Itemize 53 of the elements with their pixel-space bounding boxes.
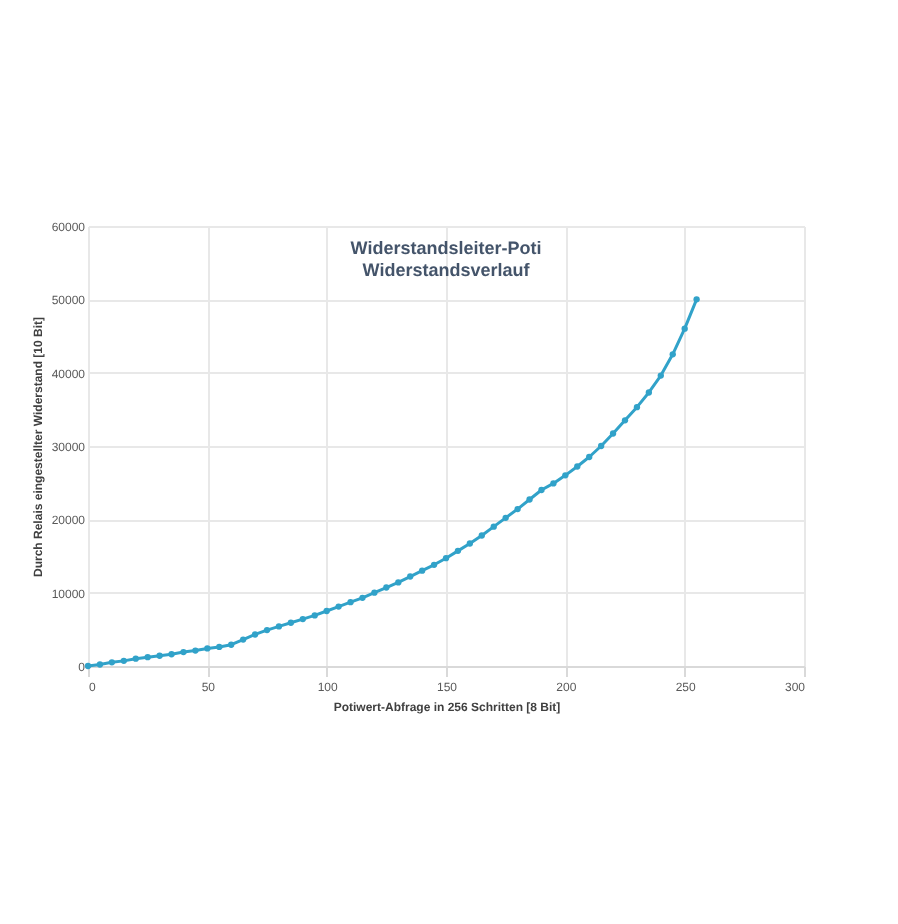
point	[287, 619, 295, 626]
point	[216, 643, 223, 651]
point	[96, 661, 104, 668]
point	[168, 651, 175, 658]
point	[335, 603, 342, 610]
point	[574, 463, 581, 470]
point	[132, 655, 139, 662]
point	[526, 496, 533, 503]
point	[120, 657, 127, 665]
point	[371, 589, 378, 596]
point	[657, 372, 664, 379]
point	[693, 296, 700, 303]
text: Widerstandsverlauf	[362, 260, 530, 280]
point	[562, 472, 569, 479]
point	[669, 351, 676, 358]
point	[395, 579, 402, 586]
point	[144, 654, 151, 661]
point	[597, 442, 605, 450]
point	[192, 647, 199, 654]
point	[407, 573, 414, 580]
point	[156, 652, 163, 659]
point	[550, 480, 557, 487]
point	[514, 505, 521, 513]
point	[454, 547, 462, 555]
point	[490, 523, 497, 530]
point	[418, 567, 426, 574]
point	[383, 584, 390, 591]
point	[180, 648, 187, 656]
point	[347, 599, 354, 606]
point	[204, 645, 211, 652]
point	[239, 636, 247, 643]
point	[609, 430, 617, 437]
point	[681, 325, 688, 332]
point	[311, 612, 318, 619]
point	[251, 631, 259, 638]
point	[442, 555, 450, 562]
point	[466, 540, 474, 547]
point	[108, 659, 116, 666]
point	[633, 403, 641, 411]
point	[323, 607, 330, 615]
point	[586, 453, 593, 461]
point	[299, 615, 306, 623]
point	[359, 594, 366, 601]
point	[263, 626, 271, 634]
point	[228, 641, 235, 648]
point	[502, 514, 509, 522]
text: Widerstandsleiter-Poti	[350, 238, 542, 258]
point	[275, 623, 283, 630]
point	[430, 561, 438, 568]
point	[538, 486, 545, 494]
point	[645, 389, 653, 396]
point	[621, 417, 629, 424]
point	[478, 532, 485, 539]
